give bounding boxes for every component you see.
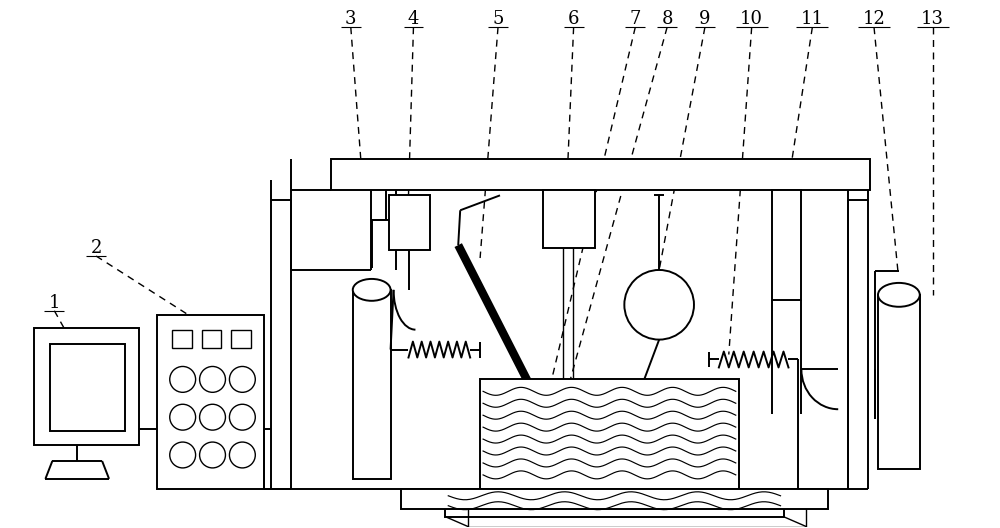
Circle shape <box>229 442 255 468</box>
Bar <box>231 329 251 347</box>
Text: 9: 9 <box>699 10 711 29</box>
Text: 11: 11 <box>801 10 824 29</box>
Bar <box>50 344 125 431</box>
Text: 5: 5 <box>492 10 504 29</box>
Ellipse shape <box>878 283 920 307</box>
Bar <box>34 328 139 445</box>
Bar <box>543 191 595 248</box>
Bar <box>331 158 870 191</box>
Text: 13: 13 <box>921 10 944 29</box>
Bar <box>522 384 542 400</box>
Text: 12: 12 <box>863 10 885 29</box>
Circle shape <box>170 366 196 392</box>
Ellipse shape <box>353 279 391 301</box>
Text: 6: 6 <box>568 10 579 29</box>
Bar <box>772 191 801 300</box>
Circle shape <box>200 366 225 392</box>
Text: 7: 7 <box>630 10 641 29</box>
Circle shape <box>229 366 255 392</box>
Bar <box>401 489 828 508</box>
Circle shape <box>200 404 225 430</box>
Bar <box>878 295 920 469</box>
Bar <box>202 329 221 347</box>
Bar <box>353 290 391 479</box>
Circle shape <box>170 404 196 430</box>
Bar <box>157 315 264 489</box>
Text: 1: 1 <box>49 294 60 312</box>
Bar <box>445 489 784 517</box>
Text: 2: 2 <box>90 239 102 257</box>
Text: 8: 8 <box>661 10 673 29</box>
Circle shape <box>170 442 196 468</box>
Bar <box>389 195 430 250</box>
Circle shape <box>624 270 694 340</box>
Circle shape <box>200 442 225 468</box>
Text: 10: 10 <box>740 10 763 29</box>
Bar <box>172 329 192 347</box>
Circle shape <box>229 404 255 430</box>
Text: 4: 4 <box>408 10 419 29</box>
Text: 3: 3 <box>345 10 357 29</box>
Bar <box>480 380 739 489</box>
